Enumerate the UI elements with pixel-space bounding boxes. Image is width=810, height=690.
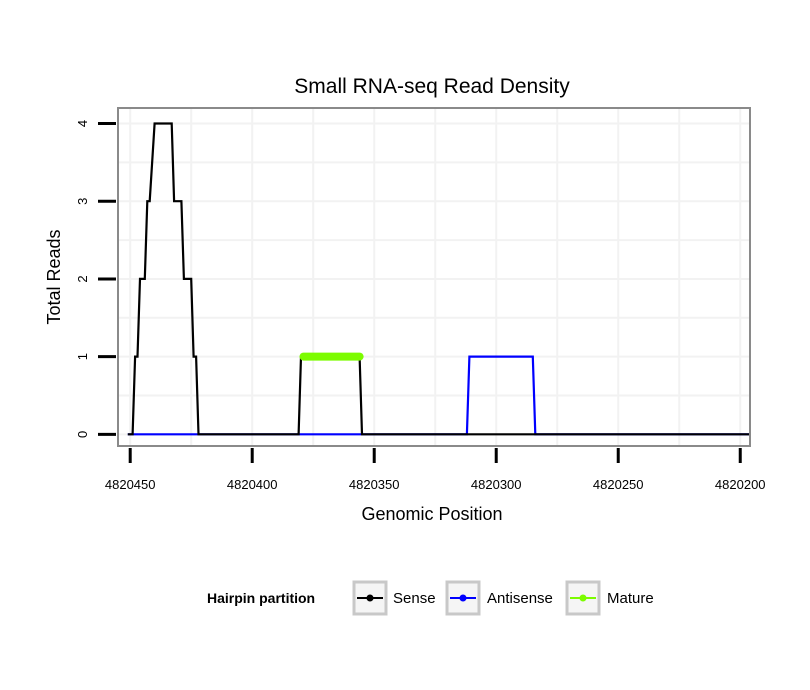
- x-tick-label: 4820200: [715, 477, 766, 492]
- y-tick-label: 2: [75, 275, 90, 282]
- y-axis: 0 1 2 3 4: [75, 120, 116, 438]
- x-tick-label: 4820400: [227, 477, 278, 492]
- legend-key-point: [459, 594, 467, 602]
- chart-title: Small RNA-seq Read Density: [294, 75, 570, 98]
- panel-border: [117, 107, 751, 447]
- y-tick-label: 0: [75, 431, 90, 438]
- legend: Hairpin partition Sense Antisense Mature: [207, 580, 654, 616]
- x-axis-title: Genomic Position: [361, 504, 502, 524]
- y-axis-title: Total Reads: [44, 229, 64, 324]
- legend-label-mature: Mature: [607, 590, 654, 607]
- grid: [118, 108, 750, 446]
- legend-key-point: [366, 594, 374, 602]
- x-tick-label: 4820450: [105, 477, 156, 492]
- legend-label-sense: Sense: [393, 590, 436, 607]
- series-sense-line: [127, 122, 750, 436]
- x-axis: 4820450 4820400 4820350 4820300 4820250 48202…: [105, 448, 766, 492]
- x-tick-label: 4820350: [349, 477, 400, 492]
- y-tick-label: 3: [75, 198, 90, 205]
- legend-label-antisense: Antisense: [487, 590, 553, 607]
- y-tick-label: 1: [75, 353, 90, 360]
- x-tick-label: 4820250: [593, 477, 644, 492]
- y-tick-label: 4: [75, 120, 90, 127]
- series-layer: [127, 122, 750, 436]
- legend-title: Hairpin partition: [207, 590, 315, 606]
- x-tick-label: 4820300: [471, 477, 522, 492]
- legend-key-point: [579, 594, 587, 602]
